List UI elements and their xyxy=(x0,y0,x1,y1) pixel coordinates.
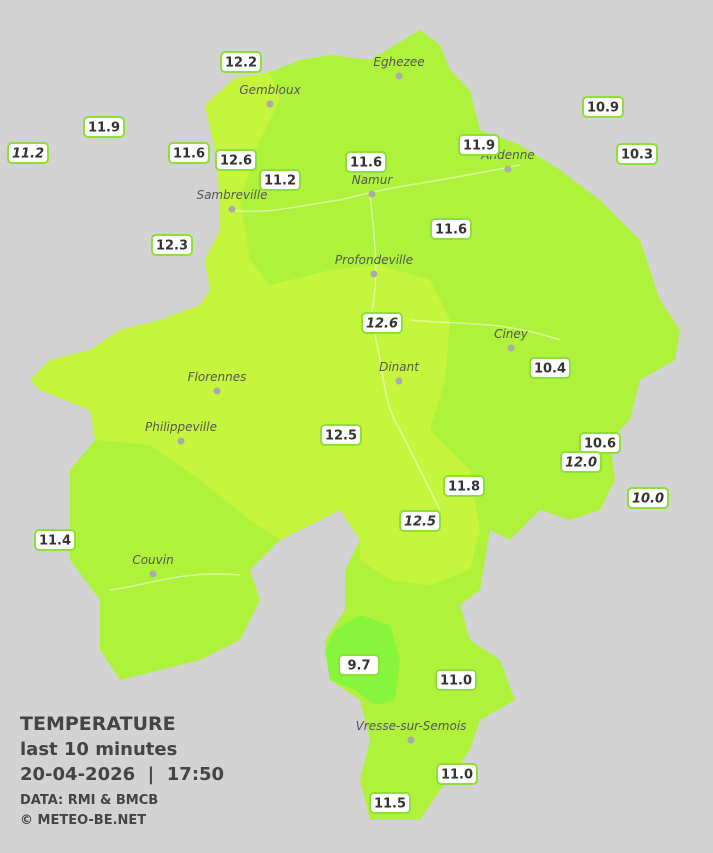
station-box xyxy=(582,96,624,118)
station-value: 11.2 xyxy=(264,174,296,189)
station-box xyxy=(83,116,125,138)
station-box xyxy=(443,475,485,497)
station-box xyxy=(361,312,403,334)
city-dot xyxy=(370,270,378,278)
cities: EghezeeGemblouxAndenneNamurSambrevillePr… xyxy=(132,55,535,744)
legend: TEMPERATURE last 10 minutes 20-04-2026 |… xyxy=(20,713,224,828)
station-box xyxy=(320,424,362,446)
river xyxy=(409,319,561,341)
station-box xyxy=(7,142,49,164)
station-value: 11.6 xyxy=(173,147,205,162)
city-label: Namur xyxy=(352,173,394,187)
city-label: Gembloux xyxy=(239,83,301,97)
subtitle: last 10 minutes xyxy=(20,739,177,760)
station-value: 11.6 xyxy=(350,156,382,171)
station-value: 11.2 xyxy=(12,147,44,162)
city-dot xyxy=(266,100,274,108)
station-box xyxy=(616,143,658,165)
station-box xyxy=(435,669,477,691)
city-dot xyxy=(228,205,236,213)
warm-zone xyxy=(30,72,480,585)
city-label: Sambreville xyxy=(196,188,267,202)
station-box xyxy=(215,149,257,171)
city-dot xyxy=(395,377,403,385)
city-dot xyxy=(213,387,221,395)
credit: DATA: RMI & BMCB xyxy=(20,793,158,808)
city-dot xyxy=(149,570,157,578)
city-label: Vresse-sur-Semois xyxy=(356,719,467,733)
station-value: 12.6 xyxy=(220,154,252,169)
station-value: 12.5 xyxy=(325,429,357,444)
station-value: 12.6 xyxy=(366,317,398,332)
credit: © METEO-BE.NET xyxy=(20,813,146,828)
station-value: 11.0 xyxy=(440,674,472,689)
city-dot xyxy=(507,344,515,352)
stations: 12.2 11.9 11.2 11.6 12.6 11.2 11.6 11.9 10.9 10.3… xyxy=(7,51,669,814)
station-value: 10.6 xyxy=(584,437,616,452)
river xyxy=(369,194,441,511)
station-box xyxy=(369,792,411,814)
station-box xyxy=(436,763,478,785)
station-box xyxy=(220,51,262,73)
station-value: 11.0 xyxy=(441,768,473,783)
station-value: 11.9 xyxy=(88,121,120,136)
station-box xyxy=(560,451,602,473)
city-dot xyxy=(368,190,376,198)
station-box xyxy=(345,151,387,173)
station-box xyxy=(338,654,380,676)
station-box xyxy=(168,142,210,164)
station-value: 12.5 xyxy=(404,515,436,530)
title: TEMPERATURE xyxy=(20,713,176,735)
station-value: 10.3 xyxy=(621,148,653,163)
city-dot xyxy=(504,165,512,173)
station-box xyxy=(151,234,193,256)
station-value: 10.4 xyxy=(534,362,566,377)
city-label: Dinant xyxy=(379,360,420,374)
river xyxy=(109,573,241,591)
station-box xyxy=(529,357,571,379)
city-label: Couvin xyxy=(132,553,173,567)
station-value: 11.8 xyxy=(448,480,480,495)
station-box xyxy=(399,510,441,532)
station-value: 12.2 xyxy=(225,56,257,71)
station-value: 12.3 xyxy=(156,239,188,254)
station-value: 11.5 xyxy=(374,797,406,812)
city-label: Profondeville xyxy=(335,253,413,267)
city-label: Ciney xyxy=(494,327,529,341)
station-box xyxy=(259,169,301,191)
city-dot xyxy=(395,72,403,80)
station-value: 11.4 xyxy=(39,534,71,549)
station-box xyxy=(430,218,472,240)
station-box xyxy=(627,487,669,509)
station-value: 11.6 xyxy=(435,223,467,238)
station-value: 12.0 xyxy=(565,456,597,471)
station-value: 9.7 xyxy=(347,659,370,674)
station-box xyxy=(458,134,500,156)
station-value: 11.9 xyxy=(463,139,495,154)
station-value: 10.9 xyxy=(587,101,619,116)
station-box xyxy=(34,529,76,551)
city-label: Florennes xyxy=(188,370,247,384)
city-dot xyxy=(407,736,415,744)
city-label: Philippeville xyxy=(145,420,217,434)
city-label: Eghezee xyxy=(373,55,424,69)
city-dot xyxy=(177,437,185,445)
station-value: 10.0 xyxy=(632,492,664,507)
timestamp: 20-04-2026 | 17:50 xyxy=(20,764,224,785)
